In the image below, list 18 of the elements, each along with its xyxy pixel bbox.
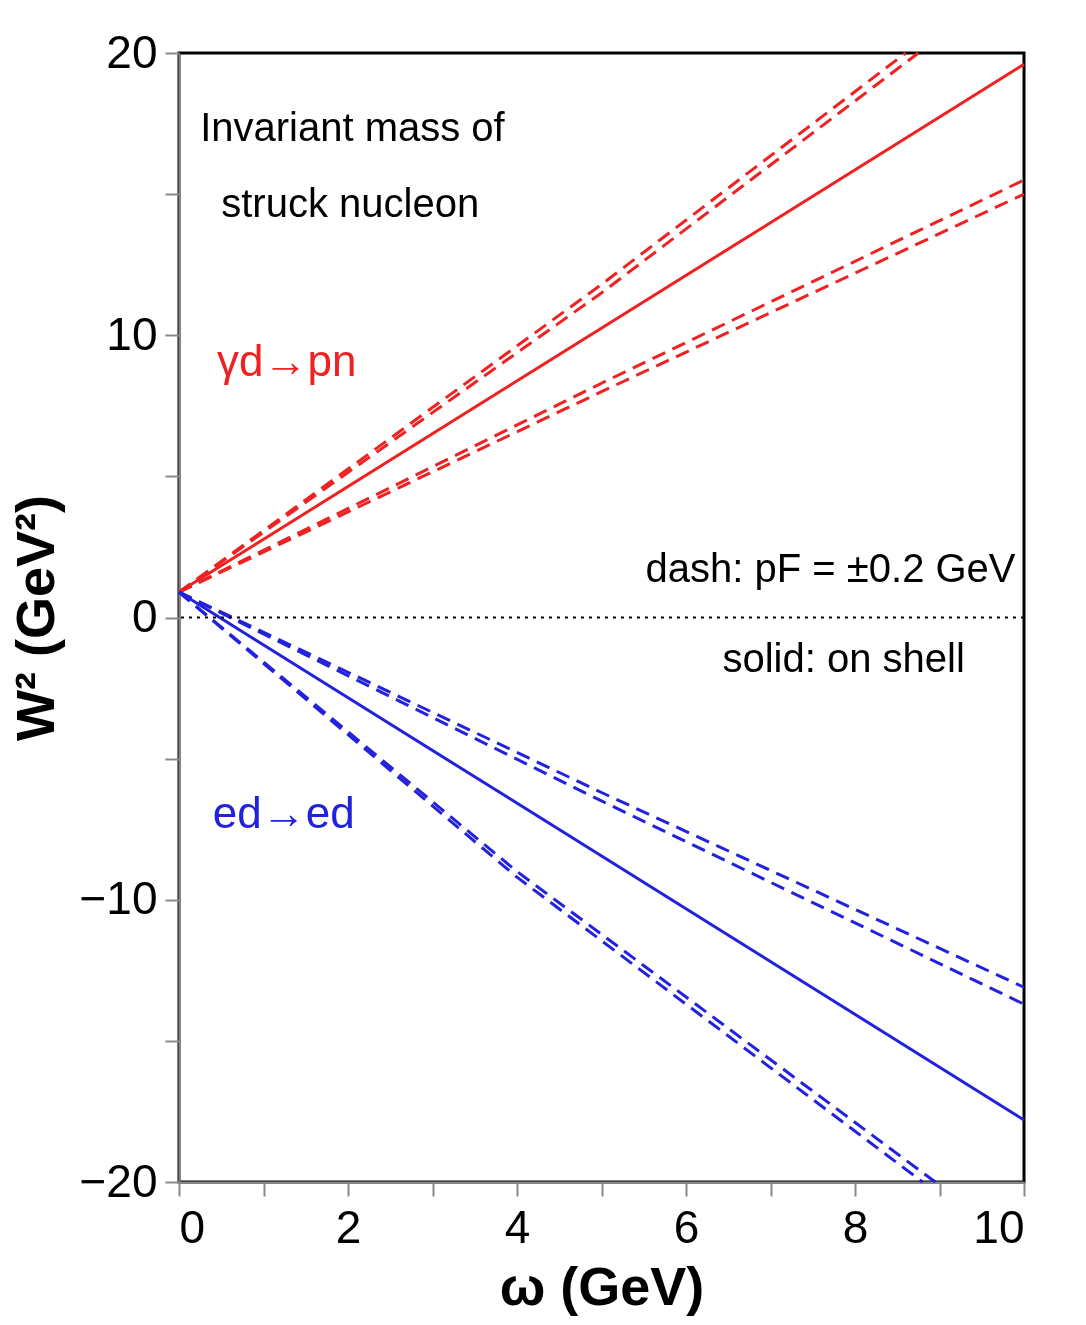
series-label: γd→pn — [217, 336, 357, 386]
x-tick-label: 8 — [842, 1200, 869, 1253]
x-axis-title: ω (GeV) — [499, 1255, 705, 1316]
x-tick-label: 10 — [973, 1200, 1025, 1253]
y-tick-label: 10 — [106, 307, 158, 360]
annotation: solid: on shell — [722, 635, 965, 680]
annotation: Invariant mass of struck nucleon — [200, 105, 506, 226]
y-tick-label: 20 — [106, 25, 158, 78]
x-tick-label: 2 — [335, 1200, 362, 1253]
annotation: dash: pF = ±0.2 GeV — [645, 545, 1016, 590]
x-tick-label: 0 — [179, 1200, 206, 1253]
series-label: ed→ed — [212, 788, 355, 838]
y-tick-label: −10 — [79, 872, 158, 925]
y-tick-label: −20 — [79, 1154, 158, 1207]
y-axis-title: W² (GeV²) — [5, 495, 66, 741]
y-tick-label: 0 — [131, 590, 158, 642]
x-tick-label: 4 — [504, 1200, 531, 1253]
x-tick-label: 6 — [673, 1200, 700, 1253]
